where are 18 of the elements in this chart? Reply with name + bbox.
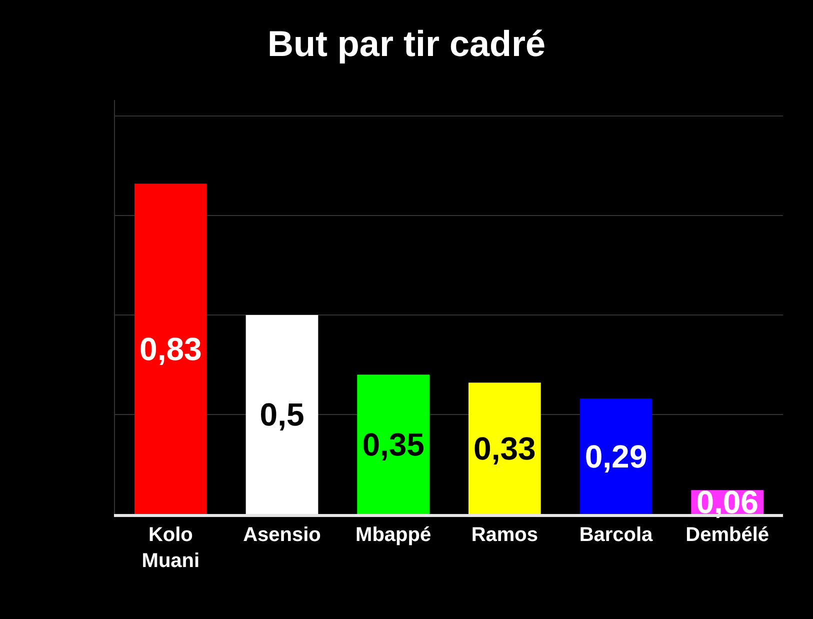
bar bbox=[468, 382, 541, 514]
data-label: 0,5 bbox=[260, 396, 304, 432]
x-tick-label: Asensio bbox=[243, 524, 321, 546]
x-tick-label: Barcola bbox=[579, 524, 654, 546]
x-tick-label: Dembélé bbox=[686, 524, 770, 546]
data-label: 0,06 bbox=[696, 484, 758, 520]
data-label: 0,29 bbox=[584, 438, 648, 474]
bar bbox=[134, 184, 207, 514]
chart-title: But par tir cadré bbox=[267, 23, 546, 64]
x-tick-label: Ramos bbox=[471, 524, 538, 546]
bar bbox=[580, 398, 652, 514]
bar bbox=[246, 314, 318, 514]
data-label: 0,33 bbox=[474, 430, 536, 466]
bar bbox=[357, 374, 430, 514]
data-label: 0,83 bbox=[140, 330, 202, 367]
data-label: 0,35 bbox=[362, 426, 424, 462]
x-tick-label: Mbappé bbox=[356, 524, 432, 546]
x-tick-label: Kolo Muani bbox=[142, 524, 200, 572]
